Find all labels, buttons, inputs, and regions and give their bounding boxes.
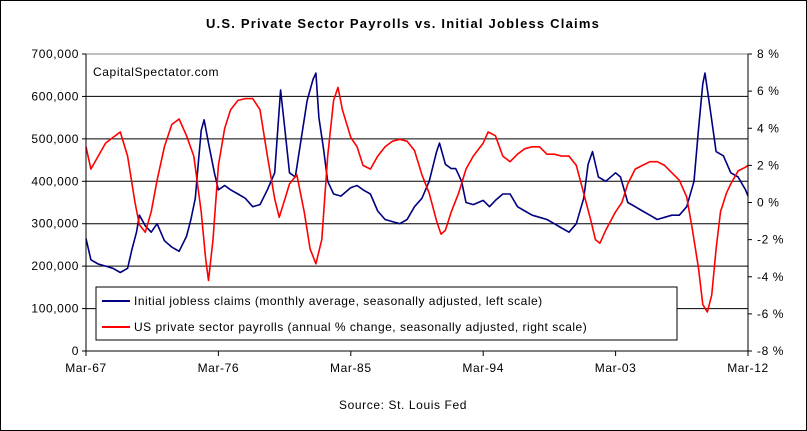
- series-line-private-payrolls: [85, 86, 749, 313]
- right-axis-tick-label: -4 %: [757, 270, 784, 284]
- right-axis-tick-label: 8 %: [757, 47, 779, 61]
- right-axis-tick-label: -8 %: [757, 344, 784, 358]
- series-line-jobless-claims: [85, 72, 749, 274]
- x-axis-tick-label: Mar-12: [727, 361, 769, 375]
- legend-label-claims: Initial jobless claims (monthly average,…: [134, 294, 543, 308]
- x-axis-tick-label: Mar-85: [330, 361, 372, 375]
- left-axis-tick-label: 300,000: [31, 217, 79, 231]
- left-axis-tick-label: 100,000: [31, 302, 79, 316]
- right-axis-tick-label: 4 %: [757, 121, 779, 135]
- left-axis-tick-label: 400,000: [31, 174, 79, 188]
- right-axis-tick-label: 6 %: [757, 84, 779, 98]
- gridlines: [86, 95, 748, 310]
- axes: 0 100,000 200,000 300,000 400,000 500,000 600,…: [31, 47, 784, 375]
- legend-label-payrolls: US private sector payrolls (annual % cha…: [134, 320, 587, 334]
- x-axis-tick-label: Mar-76: [198, 361, 240, 375]
- legend: Initial jobless claims (monthly average,…: [95, 286, 678, 341]
- right-axis-tick-label: -2 %: [757, 233, 784, 247]
- x-axis-tick-label: Mar-67: [65, 361, 107, 375]
- watermark-text: CapitalSpectator.com: [93, 65, 219, 79]
- x-axis-tick-label: Mar-03: [595, 361, 637, 375]
- left-axis-tick-label: 500,000: [31, 132, 79, 146]
- x-axis-tick-label: Mar-94: [462, 361, 504, 375]
- series-lines: [85, 72, 749, 313]
- left-axis-tick-label: 0: [72, 344, 79, 358]
- left-axis-tick-label: 200,000: [31, 259, 79, 273]
- legend-box: [95, 286, 678, 341]
- left-axis-tick-label: 700,000: [31, 47, 79, 61]
- right-axis-tick-label: 2 %: [757, 158, 779, 172]
- right-axis-tick-label: -6 %: [757, 307, 784, 321]
- source-note: Source: St. Louis Fed: [339, 398, 467, 412]
- left-axis-tick-label: 600,000: [31, 89, 79, 103]
- right-axis-tick-label: 0 %: [757, 196, 779, 210]
- chart-title: U.S. Private Sector Payrolls vs. Initial…: [206, 16, 600, 31]
